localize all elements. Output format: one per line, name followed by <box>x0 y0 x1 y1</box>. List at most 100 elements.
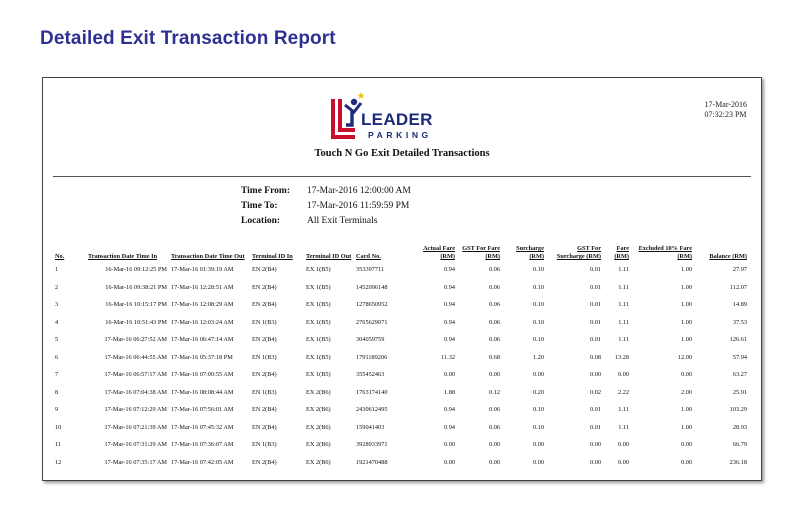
col-fare-total: Fare (RM) <box>614 245 629 260</box>
table-header-row: No. Transaction Date Time In Transaction… <box>53 239 749 261</box>
cell-no: 11 <box>55 441 62 449</box>
cell-gst-surcharge: 0.01 <box>589 318 601 326</box>
cell-gst-surcharge: 0.01 <box>589 301 601 309</box>
cell-fare: 0.94 <box>443 266 455 274</box>
cell-date-out: 17-Mar-16 08:08:44 AM <box>171 388 234 396</box>
cell-date-out: 17-Mar-16 06:47:14 AM <box>171 336 234 344</box>
leader-parking-logo: LEADER PARKING <box>330 88 440 142</box>
cell-terminal-out: EX 1(B5) <box>306 371 331 379</box>
cell-fare: 0.94 <box>443 301 455 309</box>
cell-fare-total: 1.11 <box>618 283 629 291</box>
cell-balance: 112.07 <box>729 283 747 291</box>
cell-card: 1791189206 <box>356 353 388 361</box>
cell-balance: 37.53 <box>732 318 747 326</box>
cell-surcharge: 0.00 <box>532 441 544 449</box>
cell-gst-surcharge: 0.08 <box>589 353 601 361</box>
cell-terminal-in: EN 1(B3) <box>252 353 277 361</box>
cell-balance: 236.18 <box>729 458 747 466</box>
table-row: 8 17-Mar-16 07:04:38 AM 17-Mar-16 08:08:44… <box>53 384 749 402</box>
cell-date-in: 17-Mar-16 07:35:17 AM <box>104 458 168 466</box>
cell-gst-surcharge: 0.01 <box>589 266 601 274</box>
col-date-in: Transaction Date Time In <box>88 253 158 260</box>
criteria-label: Time To: <box>241 201 278 211</box>
cell-gst-fare: 0.06 <box>488 406 500 414</box>
cell-excluded: 12.00 <box>677 353 692 361</box>
criteria-row: Time To: 17-Mar-2016 11:59:59 PM <box>241 199 411 214</box>
cell-no: 1 <box>55 266 59 274</box>
cell-fare: 0.94 <box>443 283 455 291</box>
cell-terminal-in: EN 2(B4) <box>252 371 277 379</box>
logo-mark-icon <box>331 92 364 139</box>
cell-date-in: 17-Mar-16 06:44:55 AM <box>104 353 168 361</box>
cell-no: 4 <box>55 318 59 326</box>
cell-date-out: 17-Mar-16 07:45:32 AM <box>171 423 234 431</box>
cell-date-in: 16-Mar-16 09:12:25 PM <box>105 266 167 274</box>
cell-fare: 0.00 <box>443 371 455 379</box>
col-gst-fare: GST For Fare (RM) <box>462 245 500 260</box>
cell-surcharge: 0.10 <box>532 406 544 414</box>
cell-excluded: 1.00 <box>680 336 692 344</box>
cell-excluded: 0.00 <box>680 441 692 449</box>
cell-terminal-in: EN 2(B4) <box>252 458 277 466</box>
cell-date-in: 17-Mar-16 06:27:52 AM <box>104 336 168 344</box>
cell-balance: 28.93 <box>732 423 747 431</box>
cell-no: 9 <box>55 406 59 414</box>
cell-terminal-in: EN 2(B4) <box>252 301 277 309</box>
cell-no: 10 <box>55 423 62 431</box>
cell-fare: 0.94 <box>443 336 455 344</box>
cell-terminal-in: EN 1(B3) <box>252 441 277 449</box>
table-row: 3 16-Mar-16 10:15:17 PM 17-Mar-16 12:08:29… <box>53 296 749 314</box>
cell-gst-surcharge: 0.00 <box>589 458 601 466</box>
cell-excluded: 1.00 <box>680 406 692 414</box>
cell-date-in: 17-Mar-16 07:12:29 AM <box>104 406 168 414</box>
cell-fare-total: 0.00 <box>617 458 629 466</box>
cell-fare: 0.94 <box>443 423 455 431</box>
cell-terminal-out: EX 1(B5) <box>306 336 331 344</box>
cell-surcharge: 0.10 <box>532 423 544 431</box>
cell-fare-total: 1.11 <box>618 301 629 309</box>
table-row: 7 17-Mar-16 06:57:17 AM 17-Mar-16 07:00:55… <box>53 366 749 384</box>
cell-gst-fare: 0.00 <box>488 371 500 379</box>
divider <box>53 176 751 177</box>
table-row: 1 16-Mar-16 09:12:25 PM 17-Mar-16 01:39:19… <box>53 261 749 279</box>
cell-gst-fare: 0.06 <box>488 283 500 291</box>
col-gst-surcharge: GST For Surcharge (RM) <box>556 245 601 260</box>
cell-terminal-out: EX 2(B6) <box>306 423 331 431</box>
criteria-value: 17-Mar-2016 11:59:59 PM <box>307 201 410 211</box>
cell-surcharge: 1.20 <box>532 353 544 361</box>
cell-terminal-out: EX 1(B5) <box>306 318 331 326</box>
cell-balance: 27.97 <box>732 266 747 274</box>
cell-surcharge: 0.00 <box>532 458 544 466</box>
cell-card: 1278650952 <box>356 301 388 309</box>
cell-surcharge: 0.20 <box>532 388 544 396</box>
cell-no: 6 <box>55 353 59 361</box>
criteria-row: Time From: 17-Mar-2016 12:00:00 AM <box>241 184 411 199</box>
cell-card: 304059759 <box>356 336 385 344</box>
logo-wordmark: LEADER <box>361 110 433 129</box>
cell-terminal-in: EN 2(B4) <box>252 406 277 414</box>
cell-fare-total: 1.11 <box>618 318 629 326</box>
page-title: Detailed Exit Transaction Report <box>40 28 336 49</box>
cell-no: 12 <box>55 458 62 466</box>
cell-card: 1763174140 <box>356 388 388 396</box>
cell-no: 2 <box>55 283 59 291</box>
cell-surcharge: 0.10 <box>532 301 544 309</box>
criteria-value: All Exit Terminals <box>307 216 378 226</box>
cell-fare-total: 13.28 <box>614 353 629 361</box>
cell-balance: 66.79 <box>732 441 747 449</box>
cell-balance: 25.91 <box>732 388 747 396</box>
criteria-value: 17-Mar-2016 12:00:00 AM <box>307 186 411 196</box>
cell-terminal-in: EN 2(B4) <box>252 283 277 291</box>
cell-fare: 0.94 <box>443 318 455 326</box>
cell-card: 3928933971 <box>356 441 388 449</box>
cell-gst-surcharge: 0.00 <box>589 371 601 379</box>
cell-balance: 63.27 <box>732 371 747 379</box>
cell-gst-fare: 0.68 <box>488 353 500 361</box>
cell-date-out: 17-Mar-16 05:37:18 PM <box>171 353 233 361</box>
print-date: 17-Mar-2016 <box>704 100 748 109</box>
cell-fare-total: 0.00 <box>617 441 629 449</box>
cell-terminal-out: EX 2(B6) <box>306 458 331 466</box>
cell-card: 159041403 <box>356 423 385 431</box>
cell-gst-surcharge: 0.01 <box>589 283 601 291</box>
col-surcharge: Surcharge (RM) <box>516 245 544 260</box>
